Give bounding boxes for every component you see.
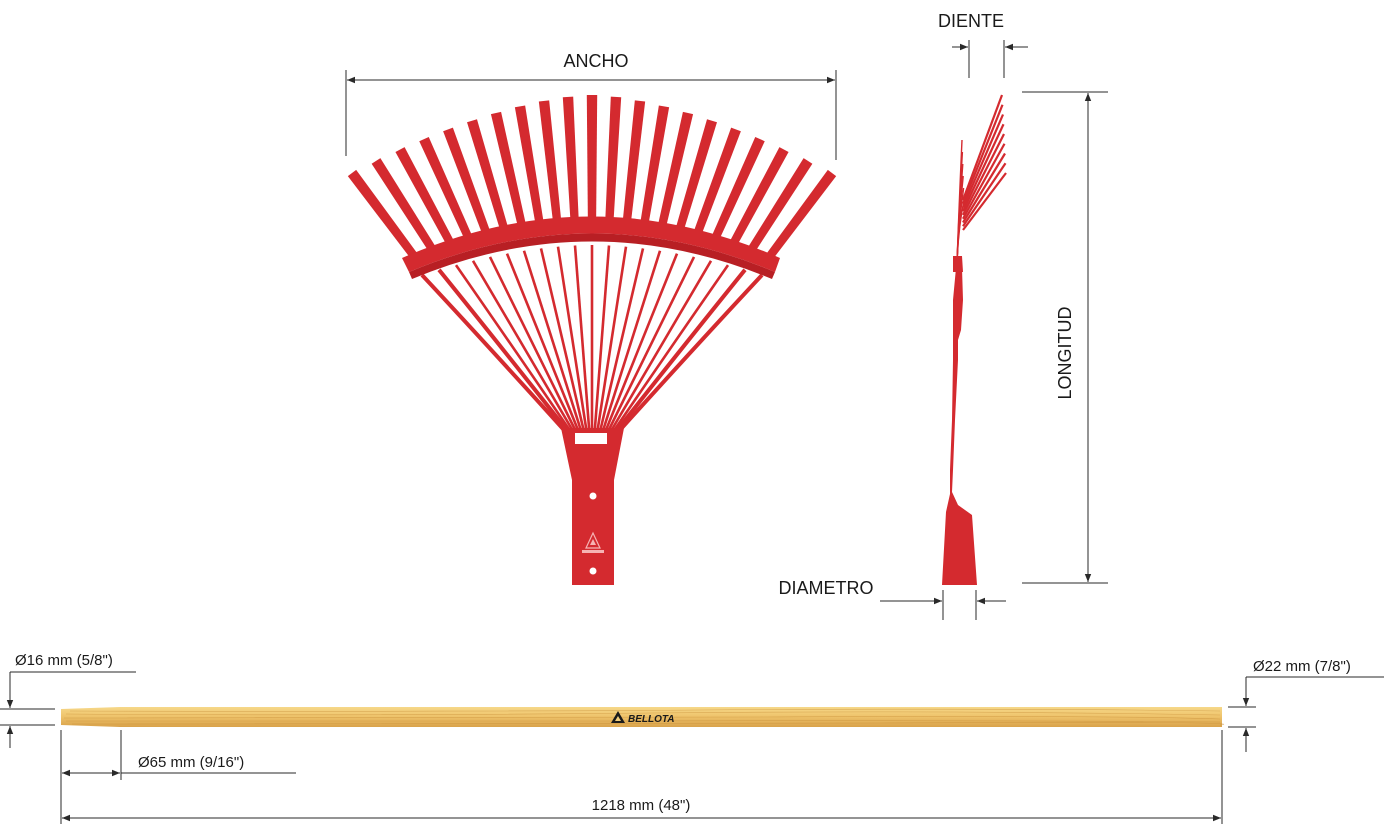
rake-side-tine — [962, 172, 1007, 231]
rake-lower-tine — [599, 248, 645, 431]
rake-upper-tine — [640, 105, 670, 224]
rake-upper-tine — [622, 100, 646, 221]
bellota-triangle-logo-icon — [582, 531, 604, 553]
rake-lower-tine — [573, 245, 591, 431]
rake-upper-tine — [562, 96, 579, 219]
diametro-label: DIAMETRO — [778, 578, 873, 598]
rake-lower-tine — [471, 260, 574, 431]
bellota-triangle-logo-icon — [611, 711, 625, 723]
rake-crossbar — [402, 216, 780, 272]
rake-lower-tines — [420, 245, 764, 432]
rake-side-neck — [942, 268, 977, 585]
rake-upper-tine — [710, 136, 765, 242]
rake-lower-tine — [610, 260, 713, 431]
taper-diameter-label: Ø65 mm (9/16") — [138, 754, 244, 771]
rake-lower-tine — [522, 250, 583, 431]
rake-upper-tine — [419, 136, 474, 242]
rake-lower-tine — [618, 273, 764, 432]
rake-upper-tine — [371, 158, 439, 255]
rake-lower-tine — [601, 250, 662, 431]
rake-side-view: DIENTE LONGITUD DIAMETRO — [778, 11, 1108, 620]
rake-lower-tine — [604, 253, 679, 431]
rake-head-slot — [575, 433, 607, 444]
rake-upper-tine — [395, 147, 456, 249]
rake-upper-tine — [347, 169, 421, 263]
rake-lower-tine — [437, 268, 569, 432]
rake-upper-tine — [693, 127, 741, 237]
rake-lower-tine — [505, 253, 580, 431]
rake-head-hole-top — [589, 492, 597, 500]
rake-upper-tine — [763, 169, 837, 263]
rake-lower-tine — [488, 256, 577, 431]
rake-side-neck-joint — [953, 256, 963, 272]
rake-lower-tine — [539, 248, 585, 431]
rake-lower-tine — [607, 256, 696, 431]
rake-side-tine — [962, 123, 1005, 212]
rake-lower-tine — [613, 264, 730, 431]
rake-side-tine — [962, 143, 1006, 220]
handle-length-label: 1218 mm (48") — [592, 797, 691, 814]
rake-upper-tine — [514, 105, 544, 224]
rake-upper-tine — [467, 119, 509, 232]
rake-upper-tine — [538, 100, 562, 221]
rake-crossbar-underside — [409, 233, 775, 279]
rake-head-hole-bottom — [589, 567, 597, 575]
rake-upper-tine — [586, 95, 598, 218]
rake-lower-tine — [596, 246, 628, 431]
rake-upper-tine — [490, 111, 527, 228]
rake-upper-tines — [347, 95, 837, 263]
wooden-handle: BELLOTA Ø16 mm (5/8") Ø22 mm (7/8") Ø65 … — [0, 652, 1384, 824]
rake-lower-tine — [420, 273, 566, 432]
handle-brand: BELLOTA — [628, 714, 674, 725]
rake-upper-tine — [745, 158, 813, 255]
rake-side-tine — [961, 114, 1005, 208]
right-diameter-label: Ø22 mm (7/8") — [1253, 658, 1351, 675]
longitud-label: LONGITUD — [1055, 306, 1075, 399]
rake-side-tines — [956, 94, 1007, 266]
rake-upper-tine — [657, 111, 694, 228]
rake-side-tine — [962, 133, 1005, 216]
rake-side-tine — [961, 104, 1004, 205]
rake-lower-tine — [556, 246, 588, 431]
rake-lower-tine — [593, 245, 611, 431]
rake-upper-tine — [675, 119, 717, 232]
rake-upper-tine — [443, 127, 491, 237]
rake-front-view: ANCHO — [345, 51, 837, 585]
rake-lower-tine — [454, 264, 571, 431]
rake-side-tine — [962, 162, 1007, 227]
left-diameter-label: Ø16 mm (5/8") — [15, 652, 113, 669]
rake-side-tine — [961, 94, 1004, 201]
rake-side-tine — [962, 152, 1006, 224]
rake-upper-tine — [605, 96, 622, 219]
ancho-label: ANCHO — [563, 51, 628, 71]
diente-label: DIENTE — [938, 11, 1004, 31]
rake-head-plate — [561, 428, 624, 585]
rake-lower-tine — [615, 268, 747, 432]
rake-upper-tine — [728, 147, 789, 249]
